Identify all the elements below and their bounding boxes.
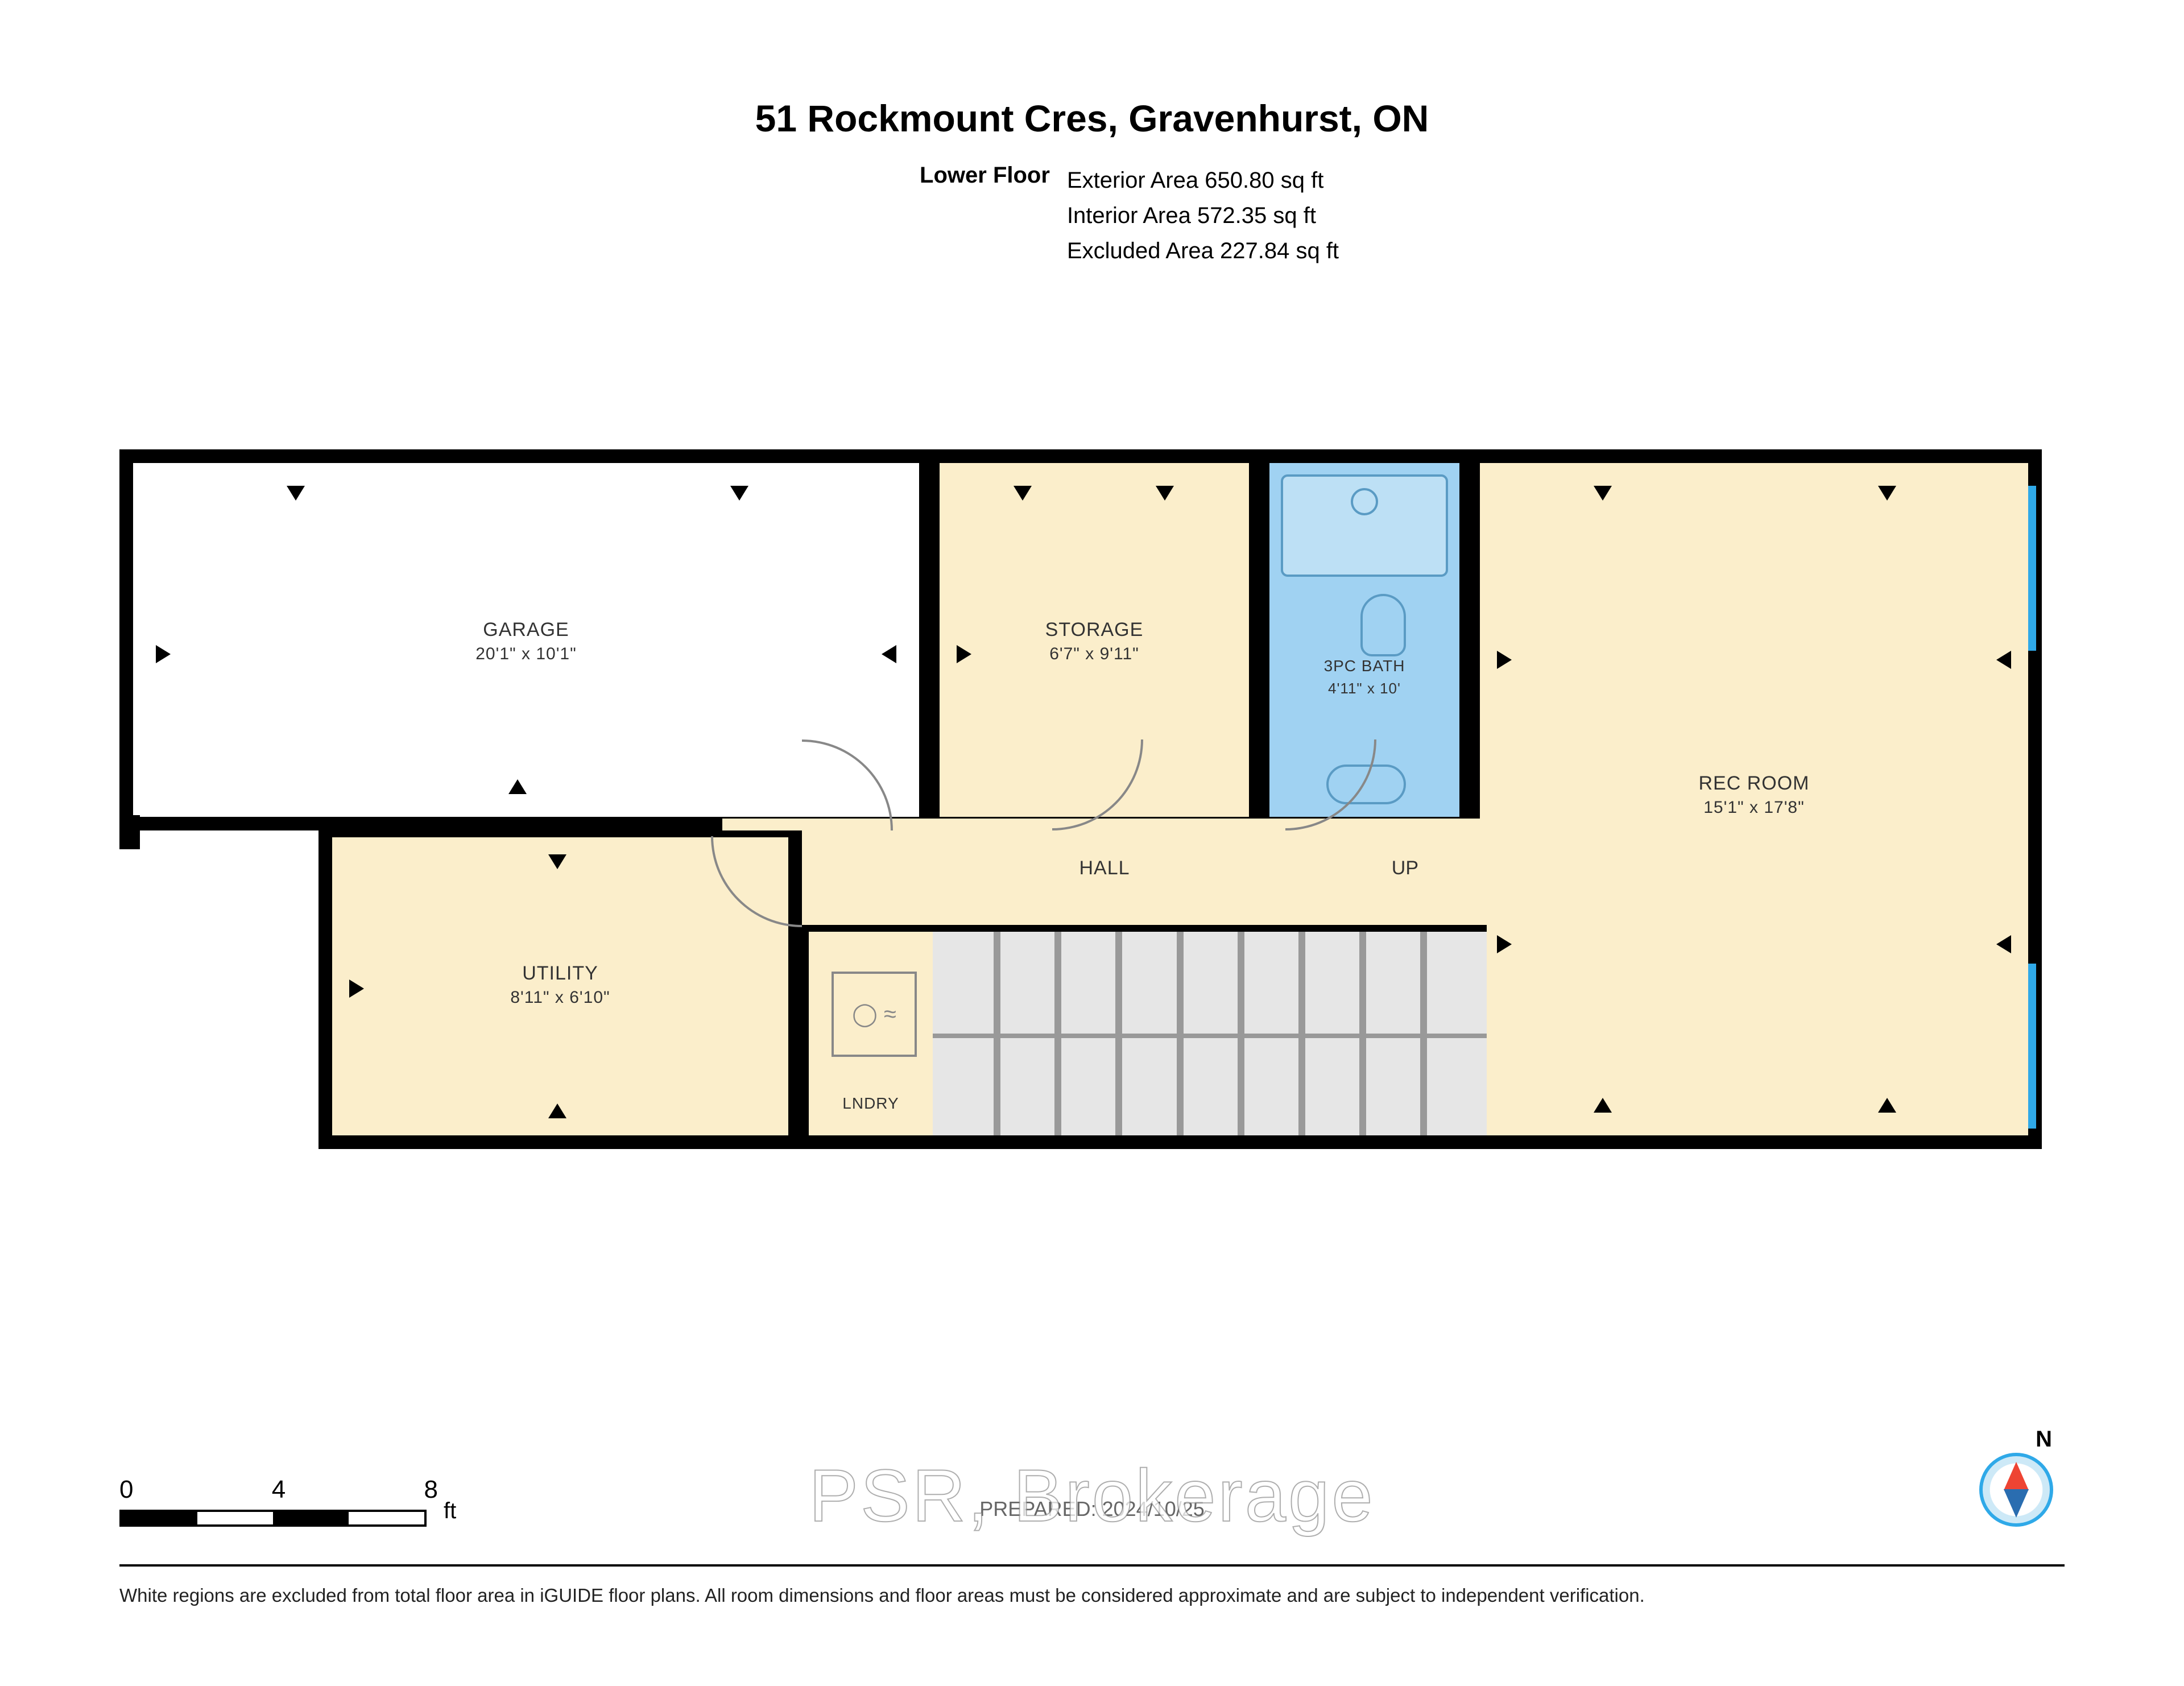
excluded-area: Excluded Area 227.84 sq ft	[1067, 233, 1339, 268]
arrow-icon	[1878, 486, 1896, 501]
room-recroom: REC ROOM 15'1" x 17'8"	[1473, 449, 2042, 1149]
arrow-icon	[1996, 935, 2011, 953]
area-info: Lower Floor Exterior Area 650.80 sq ft I…	[0, 163, 2184, 268]
window	[2028, 964, 2036, 1129]
window	[2028, 486, 2036, 651]
wall-notch	[119, 815, 140, 849]
arrow-icon	[730, 486, 748, 501]
scale-8: 8	[424, 1476, 438, 1504]
washer-icon: ◯ ≈	[832, 972, 917, 1057]
scale-0: 0	[119, 1476, 133, 1504]
area-lines: Exterior Area 650.80 sq ft Interior Area…	[1067, 163, 1339, 268]
bath-name: 3PC BATH	[1324, 657, 1405, 675]
scale-unit: ft	[444, 1498, 456, 1524]
arrow-icon	[1497, 651, 1512, 669]
wall-notch	[318, 830, 332, 865]
divider	[119, 1564, 2065, 1567]
storage-name: STORAGE	[1045, 619, 1144, 640]
compass-n-label: N	[2036, 1427, 2052, 1452]
stair-rail	[933, 1034, 1487, 1038]
arrow-icon	[508, 779, 527, 794]
scale-4: 4	[272, 1476, 286, 1504]
arrow-icon	[156, 645, 171, 663]
arrow-icon	[882, 645, 896, 663]
laundry-name: LNDRY	[842, 1094, 899, 1112]
header: 51 Rockmount Cres, Gravenhurst, ON Lower…	[0, 0, 2184, 268]
arrow-icon	[548, 1104, 566, 1118]
compass-icon: N	[1979, 1453, 2053, 1527]
utility-name: UTILITY	[522, 962, 598, 984]
disclaimer-text: White regions are excluded from total fl…	[119, 1585, 2065, 1606]
arrow-icon	[1878, 1098, 1896, 1113]
arrow-icon	[957, 645, 971, 663]
arrow-icon	[349, 980, 364, 998]
stairs-up-label: UP	[1392, 857, 1418, 879]
room-hall: HALL UP	[722, 819, 1487, 938]
scale-bar: 0 4 8 ft	[119, 1476, 438, 1527]
hall-name: HALL	[1079, 857, 1130, 879]
arrow-icon	[287, 486, 305, 501]
interior-area: Interior Area 572.35 sq ft	[1067, 198, 1339, 233]
garage-dim: 20'1" x 10'1"	[133, 644, 919, 664]
watermark: PSR, Brokerage	[809, 1453, 1375, 1538]
arrow-icon	[1497, 935, 1512, 953]
floor-label: Lower Floor	[845, 163, 1050, 268]
arrow-icon	[548, 854, 566, 869]
bath-dim: 4'11" x 10'	[1269, 680, 1459, 697]
stairs	[933, 925, 1487, 1149]
floor-plan: GARAGE 20'1" x 10'1" STORAGE 6'7" x 9'11…	[119, 449, 2053, 1155]
exterior-area: Exterior Area 650.80 sq ft	[1067, 163, 1339, 198]
utility-dim: 8'11" x 6'10"	[332, 988, 788, 1007]
toilet-icon	[1360, 594, 1406, 656]
recroom-dim: 15'1" x 17'8"	[1480, 798, 2028, 817]
arrow-icon	[1594, 486, 1612, 501]
room-laundry: ◯ ≈ LNDRY	[802, 925, 933, 1149]
arrow-icon	[1156, 486, 1174, 501]
arrow-icon	[1014, 486, 1032, 501]
shower-icon	[1281, 474, 1448, 577]
scale-bar-graphic	[119, 1510, 427, 1527]
arrow-icon	[1996, 651, 2011, 669]
page-title: 51 Rockmount Cres, Gravenhurst, ON	[0, 97, 2184, 140]
garage-name: GARAGE	[483, 619, 569, 640]
arrow-icon	[1594, 1098, 1612, 1113]
storage-dim: 6'7" x 9'11"	[940, 644, 1249, 664]
recroom-name: REC ROOM	[1699, 772, 1810, 794]
